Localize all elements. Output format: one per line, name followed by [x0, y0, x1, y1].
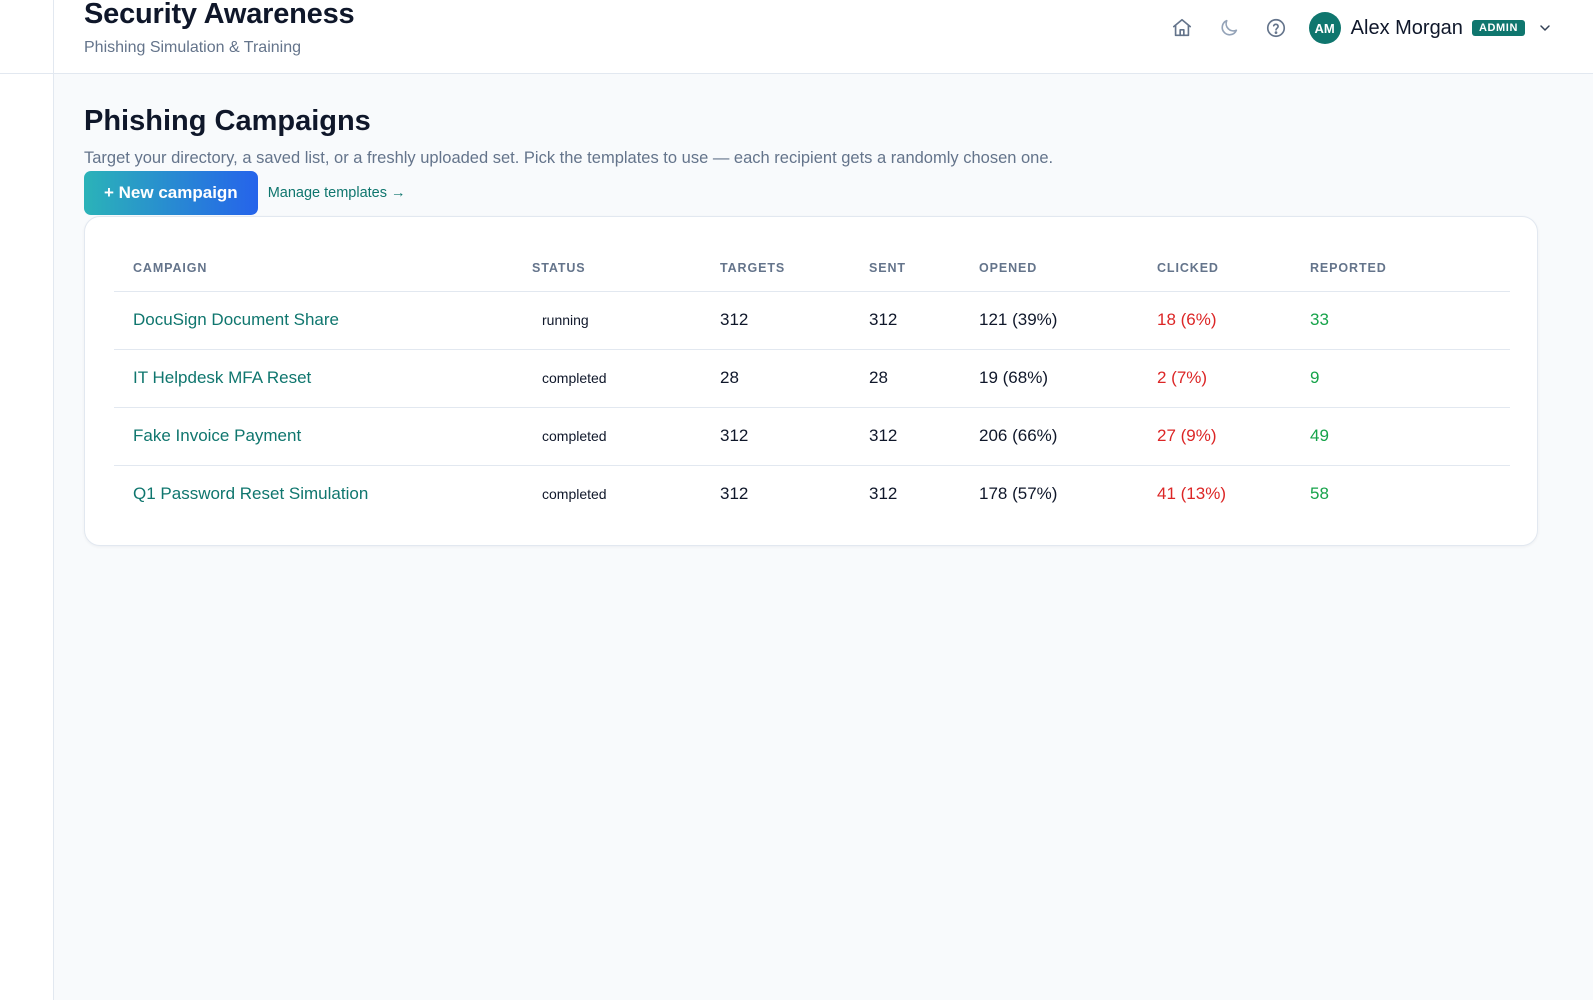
sent-cell: 312	[850, 291, 960, 350]
new-campaign-button[interactable]: + New campaign	[84, 171, 258, 215]
help-button[interactable]	[1262, 14, 1290, 42]
table-row: Q1 Password Reset Simulation completed 3…	[114, 465, 1510, 523]
targets-cell: 312	[701, 407, 850, 466]
app-title: Security Awareness	[84, 0, 355, 30]
reported-cell: 33	[1291, 291, 1510, 350]
app-header: Security Awareness Phishing Simulation &…	[54, 0, 1593, 74]
table-header-row: CAMPAIGN STATUS TARGETS SENT OPENED CLIC…	[114, 245, 1510, 292]
reported-cell: 49	[1291, 407, 1510, 466]
page-actions: + New campaign Manage templates →	[84, 171, 406, 215]
page-description: Target your directory, a saved list, or …	[84, 149, 1054, 167]
status-badge: completed	[542, 370, 607, 386]
campaigns-card: CAMPAIGN STATUS TARGETS SENT OPENED CLIC…	[84, 216, 1538, 546]
sent-cell: 28	[850, 349, 960, 408]
user-menu[interactable]: AM Alex Morgan ADMIN	[1308, 12, 1553, 44]
column-header-reported[interactable]: REPORTED	[1291, 245, 1510, 292]
campaigns-table: CAMPAIGN STATUS TARGETS SENT OPENED CLIC…	[114, 245, 1510, 523]
home-button[interactable]	[1168, 14, 1196, 42]
campaign-link[interactable]: Q1 Password Reset Simulation	[133, 484, 369, 504]
opened-cell: 178 (57%)	[979, 484, 1058, 504]
opened-cell: 19 (68%)	[960, 349, 1138, 408]
table-row: Fake Invoice Payment completed 312 312 2…	[114, 407, 1510, 466]
status-badge: completed	[542, 428, 607, 444]
opened-cell: 121 (39%)	[960, 291, 1138, 350]
column-header-targets[interactable]: TARGETS	[701, 245, 850, 292]
reported-cell: 58	[1310, 484, 1329, 504]
table-row: DocuSign Document Share running 312 312 …	[114, 291, 1510, 350]
app-subtitle: Phishing Simulation & Training	[84, 39, 302, 56]
clicked-cell: 2 (7%)	[1138, 349, 1291, 408]
campaign-link[interactable]: Fake Invoice Payment	[133, 426, 302, 445]
column-header-opened[interactable]: OPENED	[960, 245, 1138, 292]
campaign-link[interactable]: DocuSign Document Share	[133, 310, 340, 329]
moon-icon	[1221, 19, 1237, 36]
avatar: AM	[1308, 12, 1341, 44]
column-header-status[interactable]: STATUS	[513, 245, 701, 292]
column-header-campaign[interactable]: CAMPAIGN	[114, 245, 513, 292]
theme-toggle-button[interactable]	[1215, 14, 1243, 42]
role-badge: ADMIN	[1471, 20, 1525, 36]
column-header-sent[interactable]: SENT	[850, 245, 960, 292]
table-row: IT Helpdesk MFA Reset completed 28 28 19…	[114, 349, 1510, 408]
user-name: Alex Morgan	[1350, 16, 1463, 39]
targets-cell: 312	[701, 291, 850, 350]
clicked-cell: 27 (9%)	[1138, 407, 1291, 466]
clicked-cell: 41 (13%)	[1157, 484, 1226, 504]
header-actions: AM Alex Morgan ADMIN	[1168, 12, 1553, 44]
sent-cell: 312	[850, 407, 960, 466]
opened-cell: 206 (66%)	[960, 407, 1138, 466]
manage-templates-link[interactable]: Manage templates →	[267, 185, 406, 201]
home-icon	[1172, 18, 1191, 37]
column-header-clicked[interactable]: CLICKED	[1138, 245, 1291, 292]
sidebar	[0, 0, 54, 1000]
help-icon	[1266, 18, 1285, 38]
chevron-down-icon	[1540, 25, 1550, 31]
targets-cell: 312	[720, 484, 749, 504]
status-badge: running	[542, 312, 589, 328]
status-badge: completed	[542, 486, 607, 503]
sidebar-top	[0, 0, 53, 74]
reported-cell: 9	[1291, 349, 1510, 408]
campaign-link[interactable]: IT Helpdesk MFA Reset	[133, 368, 312, 387]
page-title: Phishing Campaigns	[84, 105, 371, 137]
clicked-cell: 18 (6%)	[1138, 291, 1291, 350]
sent-cell: 312	[869, 484, 898, 504]
targets-cell: 28	[701, 349, 850, 408]
